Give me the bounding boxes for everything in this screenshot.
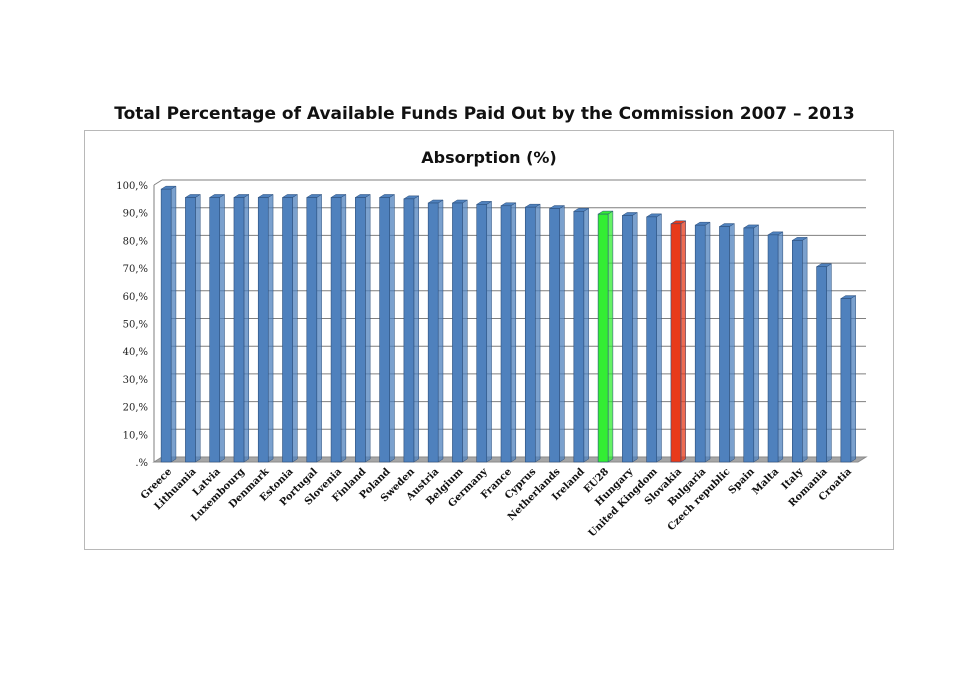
- y-tick-label: 20,%: [123, 403, 148, 414]
- y-tick-label: 80,%: [123, 236, 148, 247]
- y-tick-label: 10,%: [123, 430, 148, 441]
- y-tick-label: 90,%: [123, 209, 148, 220]
- chart-title: Absorption (%): [421, 148, 556, 167]
- bar: [257, 194, 274, 463]
- bar: [184, 194, 202, 463]
- bar: [548, 205, 566, 463]
- bar: [645, 213, 663, 463]
- bars: [160, 185, 857, 463]
- bar: [815, 263, 833, 463]
- bar: [233, 194, 250, 463]
- bar: [475, 200, 493, 463]
- bar: [403, 195, 420, 463]
- x-tick-label: Malta: [750, 466, 781, 497]
- bar: [500, 202, 517, 463]
- bar: [621, 212, 639, 463]
- y-tick-label: 50,%: [123, 320, 148, 331]
- bar: [597, 210, 614, 463]
- page-title: Total Percentage of Available Funds Paid…: [114, 104, 855, 124]
- bar: [791, 236, 808, 463]
- bar: [742, 224, 760, 463]
- bar-chart: Absorption (%) .% 10,% 20,% 30,% 40,% 50,% 60,…: [116, 148, 868, 540]
- bar: [354, 194, 372, 463]
- bar: [839, 295, 857, 463]
- bar: [330, 194, 347, 463]
- bar: [572, 207, 590, 463]
- bar: [208, 194, 226, 463]
- bar: [305, 194, 323, 463]
- bar: [427, 199, 444, 463]
- bar: [767, 231, 784, 463]
- y-tick-label: 70,%: [123, 264, 148, 275]
- y-tick-label: .%: [135, 458, 148, 469]
- bar: [378, 194, 396, 463]
- bar: [670, 220, 687, 463]
- x-axis-labels: GreeceLithuaniaLatviaLuxembourgDenmarkEs…: [139, 466, 854, 540]
- bar: [524, 203, 541, 463]
- y-tick-label: 100,%: [116, 181, 148, 192]
- y-tick-label: 30,%: [123, 375, 148, 386]
- bar: [451, 199, 469, 463]
- bar: [281, 194, 299, 463]
- bar: [718, 223, 736, 463]
- y-tick-label: 40,%: [123, 347, 148, 358]
- bar: [694, 221, 711, 463]
- bar: [160, 185, 177, 463]
- y-tick-label: 60,%: [123, 292, 148, 303]
